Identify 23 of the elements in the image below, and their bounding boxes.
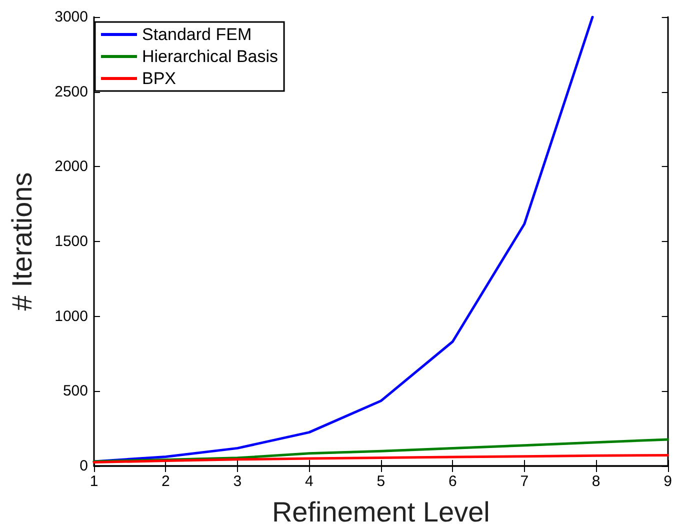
x-axis-title: Refinement Level	[272, 496, 490, 528]
legend-label: Standard FEM	[142, 25, 252, 44]
x-tick-label: 9	[664, 473, 672, 490]
y-tick-label: 500	[62, 382, 88, 400]
y-tick-label: 2500	[54, 83, 88, 100]
y-tick-label: 3000	[54, 8, 88, 26]
x-tick-label: 1	[90, 473, 98, 490]
y-axis-title: # Iterations	[6, 172, 38, 311]
line-series	[92, 454, 670, 464]
x-tick-label: 6	[448, 473, 457, 490]
y-tick-label: 0	[80, 458, 88, 474]
y-tick-label: 1000	[54, 308, 88, 325]
x-tick-label: 3	[233, 473, 242, 490]
legend-label: BPX	[142, 69, 176, 88]
x-tick-label: 7	[520, 473, 529, 490]
y-tick-label: 2000	[54, 158, 88, 176]
x-tick-label: 5	[376, 473, 386, 490]
x-tick-label: 2	[162, 473, 170, 490]
line-series	[92, 16, 594, 463]
x-tick-label: 4	[305, 473, 314, 490]
y-tick-label: 1500	[54, 233, 88, 250]
x-tick-label: 8	[592, 473, 600, 490]
legend-label: Hierarchical Basis	[142, 47, 278, 66]
